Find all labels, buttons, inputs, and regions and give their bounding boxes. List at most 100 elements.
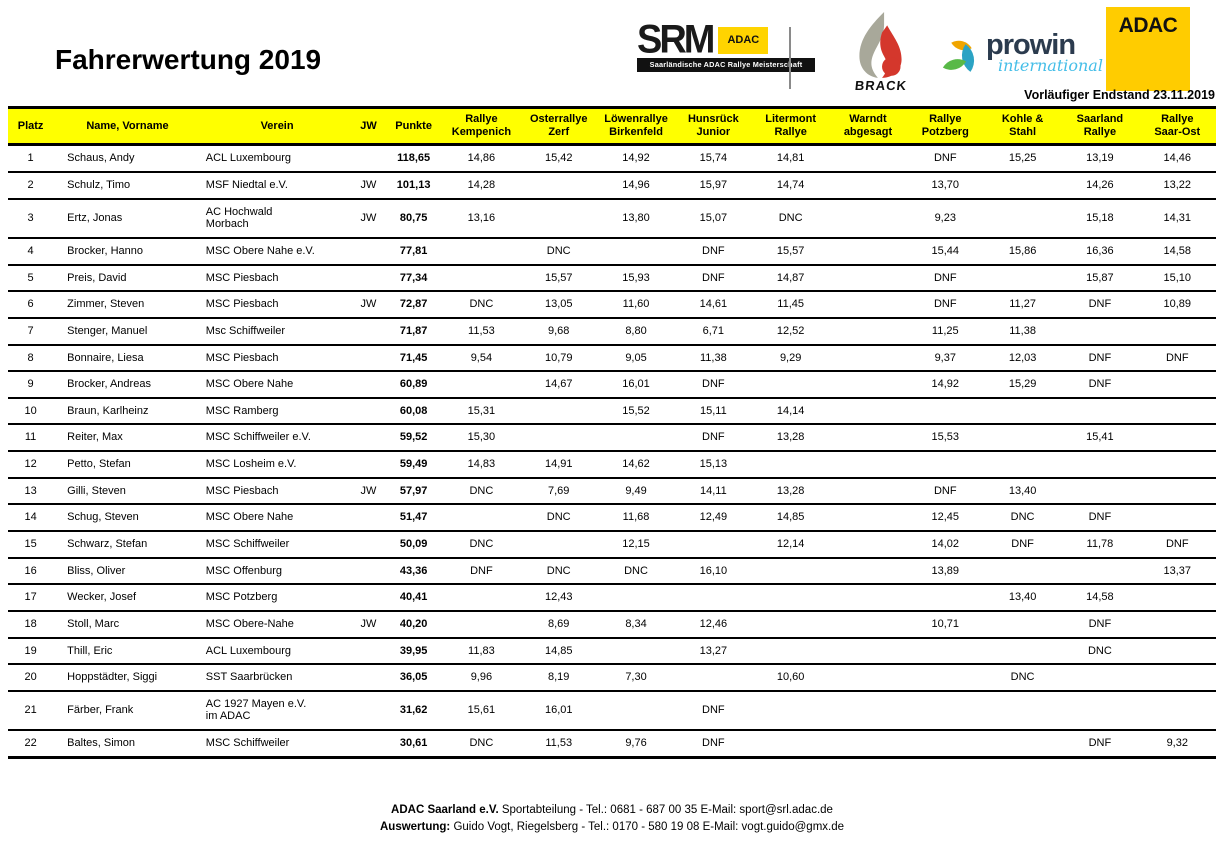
cell-verein: MSC Obere-Nahe — [201, 609, 353, 638]
cell-race1 — [520, 529, 598, 558]
cell-race7: DNC — [983, 663, 1062, 691]
cell-race6: 9,23 — [906, 197, 984, 238]
cell-race4: 15,57 — [752, 236, 830, 265]
cell-race4: 12,52 — [752, 316, 830, 345]
cell-race3: DNF — [674, 423, 752, 452]
table-row: 10 Braun, Karlheinz MSC Ramberg 60,08 15,31 1… — [8, 396, 1216, 425]
column-header-race2: Löwenrallye Birkenfeld — [597, 105, 675, 147]
cell-punkte: 57,97 — [384, 476, 443, 505]
cell-race9: 15,10 — [1138, 263, 1216, 292]
cell-race0: 14,86 — [467, 152, 496, 165]
cell-race3: 15,97 — [674, 171, 752, 199]
cell-race0: 9,54 — [442, 343, 521, 372]
cell-jw — [352, 689, 385, 731]
cell-race3 — [674, 583, 752, 611]
cell-race6 — [906, 663, 984, 691]
cell-race2: 16,01 — [597, 370, 675, 398]
cell-race2: 11,68 — [597, 503, 675, 531]
cell-verein: MSC Schiffweiler e.V. — [201, 423, 353, 452]
cell-race8: DNC — [1061, 636, 1139, 665]
cell-race3: 16,10 — [674, 556, 752, 585]
cell-race4: 9,29 — [752, 343, 830, 372]
cell-race7: 12,03 — [983, 343, 1062, 372]
cell-name: Schaus, Andy — [67, 152, 135, 165]
cell-race1: 12,43 — [520, 583, 598, 611]
cell-race7: 11,27 — [983, 290, 1062, 318]
cell-race2: 7,30 — [597, 663, 675, 691]
cell-race7 — [983, 197, 1062, 238]
cell-name: Wecker, Josef — [53, 583, 202, 611]
cell-verein: AC Hochwald Morbach — [201, 197, 353, 238]
cell-race9: 13,37 — [1138, 556, 1216, 585]
cell-race5 — [829, 396, 907, 425]
cell-race6 — [906, 396, 984, 425]
cell-platz: 5 — [8, 263, 54, 292]
cell-race8: DNF — [1061, 609, 1139, 638]
cell-jw — [352, 729, 385, 758]
cell-race6: DNF — [933, 152, 957, 165]
cell-race1: DNC — [520, 556, 598, 585]
cell-race3: 14,61 — [674, 290, 752, 318]
cell-race8 — [1061, 689, 1139, 731]
brack-logo-text: BRACK — [854, 78, 908, 93]
cell-verein: MSC Piesbach — [201, 263, 353, 292]
table-row: 1 Schaus, Andy ACL Luxembourg 118,65 14,86 15… — [8, 145, 1216, 172]
cell-platz: 22 — [8, 729, 54, 758]
cell-race2: 15,52 — [597, 396, 675, 425]
cell-race5 — [829, 370, 907, 398]
column-header-race6: Rallye Potzberg — [906, 105, 984, 147]
cell-race5 — [829, 171, 907, 199]
column-header-race7: Kohle & Stahl — [983, 105, 1062, 147]
cell-race7: 13,40 — [983, 476, 1062, 505]
srm-logo: SRM ADAC Saarländische ADAC Rallye Meist… — [637, 20, 815, 73]
cell-race1 — [520, 197, 598, 238]
cell-race2 — [597, 423, 675, 452]
cell-race3: DNF — [674, 236, 752, 265]
cell-name: Baltes, Simon — [53, 729, 202, 758]
column-header-race5: Warndt abgesagt — [829, 105, 907, 147]
cell-race3: 15,07 — [674, 197, 752, 238]
cell-race9 — [1138, 663, 1216, 691]
cell-race6: 13,89 — [906, 556, 984, 585]
cell-verein: ACL Luxembourg — [205, 152, 291, 165]
cell-platz: 21 — [8, 689, 54, 731]
status-note: Vorläufiger Endstand 23.11.2019 — [1024, 88, 1215, 102]
cell-race9: 13,22 — [1138, 171, 1216, 199]
cell-race9 — [1138, 583, 1216, 611]
page-title: Fahrerwertung 2019 — [55, 44, 322, 75]
cell-punkte: 50,09 — [384, 529, 443, 558]
cell-race0: 9,96 — [442, 663, 521, 691]
cell-race1: 16,01 — [520, 689, 598, 731]
cell-race0: DNC — [442, 290, 521, 318]
cell-punkte: 72,87 — [384, 290, 443, 318]
cell-race9: 14,31 — [1138, 197, 1216, 238]
cell-jw — [352, 316, 385, 345]
cell-race3: 15,74 — [699, 152, 728, 165]
footer-line-1: ADAC Saarland e.V. Sportabteilung - Tel.… — [391, 804, 833, 816]
cell-verein: MSC Obere Nahe e.V. — [201, 236, 353, 265]
cell-platz: 17 — [8, 583, 54, 611]
cell-jw — [352, 236, 385, 265]
cell-race1 — [520, 423, 598, 452]
cell-platz: 12 — [8, 450, 54, 478]
cell-punkte: 40,20 — [384, 609, 443, 638]
cell-punkte: 39,95 — [384, 636, 443, 665]
cell-race5 — [829, 556, 907, 585]
cell-race1 — [520, 171, 598, 199]
cell-race0: DNC — [442, 529, 521, 558]
cell-race3 — [674, 663, 752, 691]
cell-race6: 14,02 — [906, 529, 984, 558]
cell-jw — [352, 503, 385, 531]
table-header-row: Platz Name, Vorname Verein JW Punkte Rallye K… — [8, 105, 1216, 147]
cell-race7: DNC — [983, 503, 1062, 531]
cell-punkte: 30,61 — [384, 729, 443, 758]
cell-jw: JW — [352, 197, 385, 238]
cell-race7: 15,86 — [983, 236, 1062, 265]
cell-race8 — [1061, 556, 1139, 585]
cell-verein: MSC Piesbach — [201, 290, 353, 318]
cell-race0: 11,83 — [442, 636, 521, 665]
table-row: 11 Reiter, Max MSC Schiffweiler e.V. 59,52 1… — [8, 423, 1216, 452]
cell-race1 — [520, 396, 598, 425]
cell-race8: DNF — [1061, 343, 1139, 372]
cell-race1: 14,85 — [520, 636, 598, 665]
